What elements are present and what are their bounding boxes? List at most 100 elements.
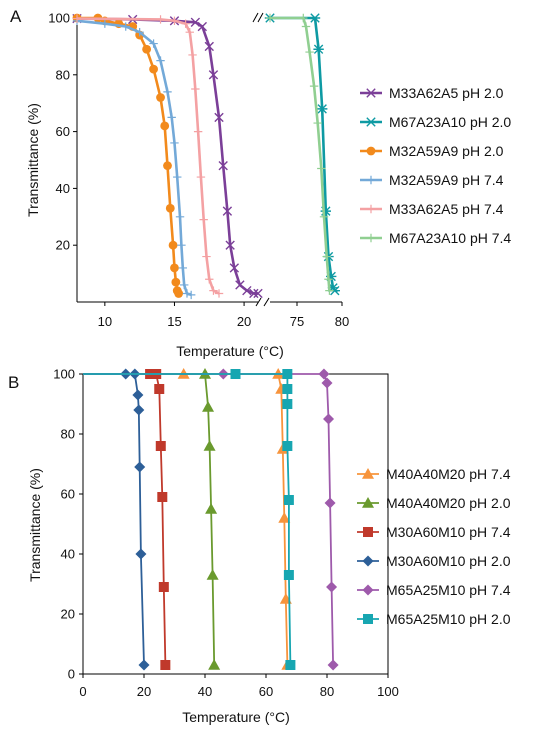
data-point-b xyxy=(230,369,241,379)
panel-label-a: A xyxy=(10,7,22,26)
legend-marker-b xyxy=(362,497,374,508)
series-line-b xyxy=(83,373,289,666)
data-point-a xyxy=(191,84,200,94)
legend-label-a: M32A59A9 pH 2.0 xyxy=(389,143,504,159)
data-point-a xyxy=(175,212,185,221)
series-line-b xyxy=(83,373,292,666)
legend-marker-a xyxy=(366,233,376,243)
data-point-a xyxy=(135,28,144,37)
data-point-b xyxy=(203,440,216,451)
data-point-a xyxy=(72,14,82,23)
y-tick-label-b: 80 xyxy=(61,427,75,442)
data-point-b xyxy=(327,659,339,671)
data-point-a xyxy=(265,13,275,23)
data-point-b xyxy=(154,384,165,394)
data-point-a xyxy=(309,13,321,23)
data-point-a xyxy=(156,15,165,24)
data-point-a xyxy=(196,172,206,182)
legend-label-a: M33A62A5 pH 7.4 xyxy=(389,201,504,217)
x-tick-label-b: 100 xyxy=(377,684,399,699)
data-point-a xyxy=(121,22,130,31)
data-point-b xyxy=(132,389,144,401)
data-point-b xyxy=(155,441,166,451)
series-a-1 xyxy=(264,13,340,296)
x-tick-label-a: 20 xyxy=(237,314,251,329)
y-tick-label-b: 20 xyxy=(61,607,75,622)
series-b-3 xyxy=(83,368,150,671)
legend-label-b: M65A25M10 pH 2.0 xyxy=(386,611,511,627)
y-tick-label-b: 60 xyxy=(61,487,75,502)
legend-marker-b xyxy=(362,584,374,596)
series-line-b xyxy=(83,373,216,666)
data-point-b xyxy=(133,404,145,416)
x-tick-label-b: 80 xyxy=(320,684,334,699)
data-point-b xyxy=(278,512,291,523)
y-axis-title-b: Transmittance (%) xyxy=(27,468,43,582)
data-point-b xyxy=(282,369,293,379)
legend-marker-b xyxy=(362,468,374,479)
data-point-b xyxy=(160,660,171,670)
series-line-b xyxy=(83,373,167,666)
data-point-a xyxy=(188,50,197,60)
legend-marker-b xyxy=(363,614,373,624)
legend-marker-b xyxy=(362,555,374,567)
data-point-a xyxy=(167,113,176,122)
chart-b: B 0 20 40 60 80 100 0 20 40 60 80 100 Temperature (°C… xyxy=(8,367,511,726)
data-point-b xyxy=(158,582,169,592)
data-point-a xyxy=(202,252,211,261)
legend-label-a: M67A23A10 pH 2.0 xyxy=(389,114,511,130)
data-point-a xyxy=(209,286,218,295)
data-point-a xyxy=(168,240,178,250)
legend-label-b: M65A25M10 pH 7.4 xyxy=(386,582,511,598)
legend-marker-a xyxy=(366,204,376,214)
y-tick-label-a: 60 xyxy=(56,124,70,139)
data-point-a xyxy=(305,47,314,57)
data-point-a xyxy=(156,56,165,65)
data-point-a xyxy=(149,64,158,74)
data-point-b xyxy=(283,495,294,505)
data-point-a xyxy=(322,252,331,261)
legend-label-a: M33A62A5 pH 2.0 xyxy=(389,85,504,101)
data-point-a xyxy=(197,21,208,32)
legend-label-b: M30A60M10 pH 2.0 xyxy=(386,553,511,569)
data-point-a xyxy=(214,112,224,123)
data-point-a xyxy=(170,138,179,148)
data-point-a xyxy=(170,16,179,26)
series-b-0 xyxy=(83,368,294,670)
data-point-a xyxy=(222,206,233,216)
data-point-a xyxy=(229,263,240,273)
data-point-b xyxy=(202,401,215,412)
legend-label-a: M32A59A9 pH 7.4 xyxy=(389,172,504,188)
series-b-5 xyxy=(83,369,296,670)
series-b-1 xyxy=(83,368,221,670)
x-tick-label-a: 15 xyxy=(167,314,181,329)
data-point-a xyxy=(181,19,190,28)
data-point-a xyxy=(163,87,172,97)
data-point-a xyxy=(156,93,165,102)
data-point-b xyxy=(283,570,294,580)
data-point-a xyxy=(242,285,252,296)
series-line-a xyxy=(76,17,220,295)
data-point-a xyxy=(178,263,188,273)
series-line-a xyxy=(77,16,180,295)
data-point-a xyxy=(208,70,219,80)
legend-marker-b xyxy=(363,527,373,537)
x-tick-label-a: 80 xyxy=(335,314,349,329)
data-point-a xyxy=(160,121,170,131)
data-point-b xyxy=(282,384,293,394)
data-point-a xyxy=(218,160,228,171)
data-point-a xyxy=(173,172,182,182)
data-point-b xyxy=(282,441,293,451)
data-point-b xyxy=(285,660,296,670)
data-point-b xyxy=(208,659,221,670)
data-point-b xyxy=(138,659,150,671)
legend-label-a: M67A23A10 pH 7.4 xyxy=(389,230,511,246)
y-tick-label-b: 100 xyxy=(53,367,75,382)
legend-marker-a xyxy=(366,175,376,185)
data-point-a xyxy=(100,19,110,28)
chart-a: A 20 40 60 80 100 10 15 20 75 80 Temperature (°C) Tr… xyxy=(10,7,511,359)
plot-frame-b xyxy=(82,373,389,675)
data-point-a xyxy=(313,118,322,128)
data-point-a xyxy=(165,203,175,213)
data-point-a xyxy=(149,39,158,48)
